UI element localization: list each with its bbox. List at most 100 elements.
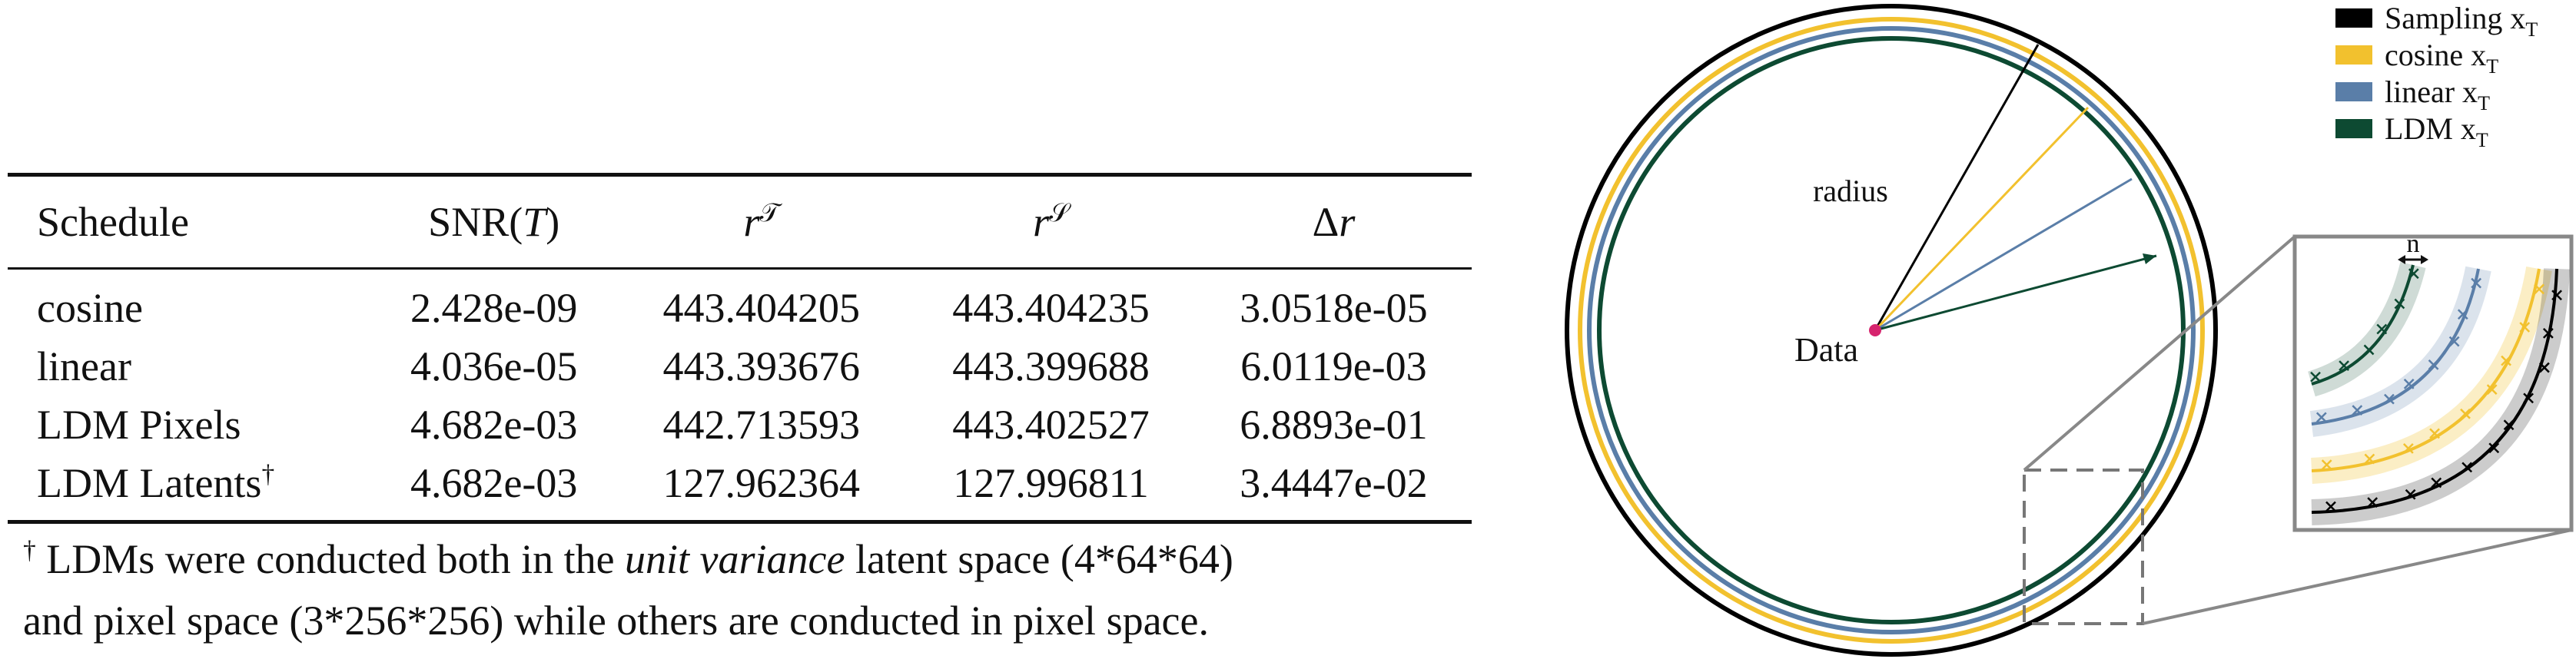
cell-r-t: 443.404205 xyxy=(662,285,861,331)
n-arrowhead-left xyxy=(2398,255,2405,264)
cell-snr: 4.682e-03 xyxy=(410,460,578,506)
cosine-sample-marker xyxy=(2321,459,2332,470)
n-label: n xyxy=(2407,230,2420,258)
zoom-connector-bottom xyxy=(2142,528,2572,625)
sampling-sample-marker xyxy=(2431,477,2442,488)
sampling-sample-marker xyxy=(2538,362,2550,373)
n-indicator: n xyxy=(2398,230,2428,264)
linear-sample-marker xyxy=(2471,277,2482,289)
cosine-sample-marker xyxy=(2519,322,2531,333)
cell-delta-r: 3.0518e-05 xyxy=(1240,285,1428,331)
ldm-sample-marker xyxy=(2339,360,2349,372)
sampling-sample-marker xyxy=(2367,497,2378,508)
legend-item-cosine: cosine xT xyxy=(2335,38,2498,78)
header-r-t: r𝒯 xyxy=(743,199,780,245)
zoom-connector-top xyxy=(2023,235,2296,472)
header-schedule: Schedule xyxy=(37,199,189,245)
legend-swatch-cosine xyxy=(2335,45,2372,65)
ldm-circle xyxy=(1597,36,2186,624)
results-table-container: Schedule SNR(T) r𝒯 r𝒮 Δr cosine 2.428e-0… xyxy=(8,173,1472,651)
cell-snr: 2.428e-09 xyxy=(410,285,578,331)
linear-sample-marker xyxy=(2352,405,2363,416)
linear-sample-marker xyxy=(2448,336,2460,347)
cell-delta-r: 6.0119e-03 xyxy=(1240,343,1427,389)
radius-lines xyxy=(1874,44,2157,332)
zoom-sample-markers xyxy=(2310,268,2562,512)
sampling-sample-marker xyxy=(2461,462,2473,473)
cosine-sample-marker xyxy=(2534,283,2544,295)
sampling-sample-marker xyxy=(2488,442,2500,454)
cell-schedule: LDM Pixels xyxy=(37,402,241,448)
sampling-radius-line xyxy=(1874,44,2040,331)
sampling-sample-marker xyxy=(2325,501,2336,512)
zoom-callout: n xyxy=(2023,230,2574,625)
table-row: LDM Pixels 4.682e-03 442.713593 443.4025… xyxy=(8,396,1472,454)
header-snr: SNR(T) xyxy=(428,199,560,245)
cell-schedule: linear xyxy=(37,343,131,389)
cosine-sample-marker xyxy=(2486,384,2498,396)
linear-arc xyxy=(2311,268,2480,426)
sampling-sample-marker xyxy=(2405,488,2416,500)
cell-snr: 4.036e-05 xyxy=(410,343,578,389)
table-row: cosine 2.428e-09 443.404205 443.404235 3… xyxy=(8,269,1472,338)
sampling-circle xyxy=(1565,4,2218,657)
legend: Sampling xT cosine xT linear xT LDM xT xyxy=(2335,1,2538,151)
data-label: Data xyxy=(1794,331,1858,369)
cosine-sample-marker xyxy=(2364,453,2375,465)
legend-item-linear: linear xT xyxy=(2335,75,2490,114)
linear-radius-line xyxy=(1874,177,2133,332)
cosine-arc xyxy=(2311,268,2541,472)
ldm-sample-marker xyxy=(2363,344,2375,356)
linear-sample-marker xyxy=(2315,412,2327,423)
cell-delta-r: 6.8893e-01 xyxy=(1240,402,1428,448)
sampling-sample-marker xyxy=(2503,419,2515,431)
cell-r-s: 443.402527 xyxy=(952,402,1150,448)
concentric-circles xyxy=(1565,4,2218,657)
linear-circle xyxy=(1587,26,2196,634)
cell-delta-r: 3.4447e-02 xyxy=(1240,460,1428,506)
radius-label: radius xyxy=(1813,174,1888,208)
ldm-sample-marker xyxy=(2408,268,2419,280)
header-r-s: r𝒮 xyxy=(1033,199,1069,245)
legend-swatch-linear xyxy=(2335,82,2372,101)
linear-sample-marker xyxy=(2403,378,2415,389)
sampling-sample-marker xyxy=(2523,392,2534,404)
legend-label-sampling: Sampling xT xyxy=(2385,1,2538,41)
sampling-sample-marker xyxy=(2551,290,2562,301)
table-row: linear 4.036e-05 443.393676 443.399688 6… xyxy=(8,337,1472,396)
cell-r-s: 443.399688 xyxy=(952,343,1150,389)
footnote-line-1: † LDMs were conducted both in the unit v… xyxy=(23,536,1233,582)
cell-r-s: 127.996811 xyxy=(953,460,1149,506)
ldm-sample-marker xyxy=(2310,371,2321,382)
snr-radius-table: Schedule SNR(T) r𝒯 r𝒮 Δr cosine 2.428e-0… xyxy=(8,173,1472,524)
legend-swatch-ldm xyxy=(2335,119,2372,138)
data-point xyxy=(1869,324,1881,336)
cell-schedule: LDM Latents† xyxy=(37,460,275,506)
footnote-line-2: and pixel space (3*256*256) while others… xyxy=(23,598,1209,644)
legend-label-cosine: cosine xT xyxy=(2385,38,2498,78)
cell-schedule: cosine xyxy=(37,285,143,331)
cell-r-t: 127.962364 xyxy=(662,460,861,506)
legend-swatch-sampling xyxy=(2335,8,2372,28)
linear-sample-marker xyxy=(2384,393,2395,405)
cosine-circle xyxy=(1578,17,2205,644)
n-arrowhead-right xyxy=(2421,255,2428,264)
cosine-sample-marker xyxy=(2460,408,2471,419)
header-delta-r: Δr xyxy=(1312,199,1356,245)
cosine-sample-marker xyxy=(2501,355,2511,366)
table-footnote: † LDMs were conducted both in the unit v… xyxy=(8,528,1472,651)
cell-r-t: 443.393676 xyxy=(662,343,861,389)
ldm-sample-marker xyxy=(2376,323,2388,335)
table-row: LDM Latents† 4.682e-03 127.962364 127.99… xyxy=(8,454,1472,522)
cell-r-t: 442.713593 xyxy=(662,402,861,448)
legend-item-sampling: Sampling xT xyxy=(2335,1,2538,41)
zoom-source-box xyxy=(2023,469,2144,625)
ldm-sample-marker xyxy=(2394,298,2405,310)
zoom-panel xyxy=(2292,234,2574,532)
cosine-sample-marker xyxy=(2402,443,2414,454)
cell-r-s: 443.404235 xyxy=(952,285,1150,331)
linear-sample-marker xyxy=(2457,309,2468,320)
cosine-sample-marker xyxy=(2429,428,2440,439)
ldm-radius-line xyxy=(1874,254,2157,332)
legend-label-ldm: LDM xT xyxy=(2385,111,2488,151)
